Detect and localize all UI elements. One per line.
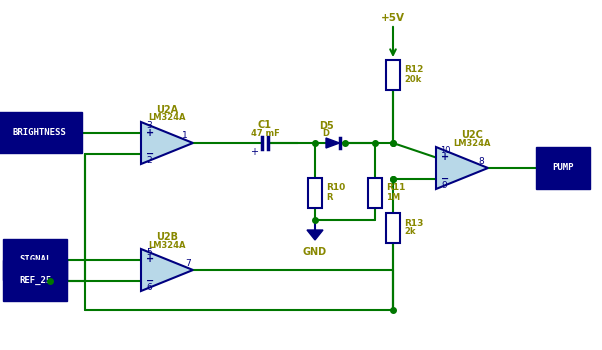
Text: 47 mF: 47 mF [250,128,279,138]
Polygon shape [436,147,488,189]
Polygon shape [326,138,340,148]
Text: REF_25: REF_25 [19,276,51,285]
Text: −: − [146,275,154,286]
Text: C1: C1 [258,120,272,130]
Text: U2B: U2B [156,232,178,242]
Text: R11: R11 [386,183,405,192]
Text: +: + [250,147,258,157]
Text: D5: D5 [318,121,334,131]
Text: D: D [323,130,329,139]
Text: LM324A: LM324A [148,240,186,250]
Text: 20k: 20k [404,75,421,84]
Text: +: + [146,127,154,138]
Text: BRIGHTNESS: BRIGHTNESS [12,128,66,137]
Text: R10: R10 [326,183,346,192]
Text: 1: 1 [182,132,188,140]
Text: 2: 2 [146,156,152,165]
Polygon shape [141,249,193,291]
Text: −: − [441,174,449,183]
Text: R12: R12 [404,65,423,75]
Polygon shape [307,230,323,240]
Text: 8: 8 [478,156,484,166]
Text: R: R [326,193,332,202]
Text: U2C: U2C [461,130,483,140]
Text: +5V: +5V [381,13,405,23]
Text: PUMP: PUMP [552,163,574,173]
Bar [308,178,322,208]
Text: LM324A: LM324A [148,113,186,122]
Text: 2k: 2k [404,228,415,237]
Text: 3: 3 [146,121,152,130]
Text: R13: R13 [404,218,423,228]
Text: U2A: U2A [156,105,178,115]
Text: GND: GND [303,247,327,257]
Text: 6: 6 [146,283,152,292]
Text: 10: 10 [439,146,450,155]
Text: 1M: 1M [386,193,400,202]
Polygon shape [141,122,193,164]
Text: +: + [146,254,154,265]
Bar [368,178,382,208]
Text: LM324A: LM324A [453,139,491,147]
Text: 5: 5 [146,248,152,257]
Bar [386,60,400,90]
Text: +: + [441,153,449,162]
Text: −: − [146,148,154,159]
Text: 7: 7 [185,259,191,267]
Text: SIGNAL: SIGNAL [19,255,51,264]
Text: 9: 9 [441,181,447,190]
Bar [386,213,400,243]
